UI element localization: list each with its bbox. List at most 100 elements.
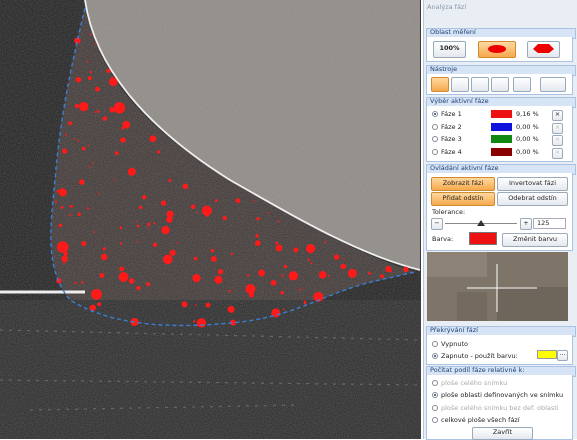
particle [69, 204, 73, 208]
particle [275, 241, 279, 245]
particle [92, 162, 95, 164]
overlay-radio[interactable] [432, 353, 438, 359]
particle [68, 121, 73, 126]
particle [74, 37, 81, 44]
particle [283, 264, 288, 269]
particle [303, 300, 306, 303]
relative-radio[interactable] [432, 416, 438, 423]
plus-button[interactable]: + [520, 218, 532, 230]
remove-phase[interactable]: × [552, 110, 563, 121]
particle [153, 222, 156, 225]
tolerance-label: Tolerance: [432, 208, 466, 216]
remove-phase[interactable]: × [552, 122, 563, 134]
phase-color [469, 232, 497, 245]
particle [192, 274, 201, 283]
particle [89, 304, 96, 312]
particle [368, 272, 371, 275]
phase-percent: 0,00 % [516, 135, 539, 143]
particle [347, 268, 357, 278]
show-button[interactable]: Zobrazit fázi [431, 177, 495, 191]
tool-button[interactable] [491, 77, 509, 92]
particle [327, 274, 330, 278]
particle [162, 254, 173, 265]
slider-thumb[interactable] [477, 220, 485, 226]
particle [210, 256, 217, 262]
relative-radio[interactable] [432, 392, 438, 399]
particle [324, 241, 327, 244]
particle [303, 301, 307, 305]
particle [142, 194, 147, 200]
phase-swatch [491, 110, 512, 118]
area-tool[interactable] [478, 41, 516, 58]
change-color-button[interactable]: Změnit barvu [502, 233, 568, 247]
particle [102, 116, 108, 121]
particle [87, 144, 90, 147]
relative-radio [432, 404, 438, 411]
particle [128, 278, 135, 284]
particle [136, 220, 139, 223]
particle [114, 151, 119, 155]
tool-button[interactable] [471, 77, 489, 92]
particle [147, 227, 149, 229]
particle [230, 319, 237, 326]
particle [161, 226, 170, 235]
close-button[interactable]: Zavřít [472, 427, 533, 440]
particle [136, 224, 140, 228]
particle [380, 274, 385, 279]
remove-phase[interactable]: × [552, 135, 563, 146]
particle [61, 148, 68, 154]
particle [281, 274, 284, 277]
overlay-radio[interactable] [432, 341, 438, 347]
area-tool[interactable] [527, 41, 560, 58]
tool-button[interactable] [540, 77, 566, 92]
particle [64, 133, 67, 136]
particle [307, 246, 310, 249]
tool-button[interactable] [451, 77, 469, 92]
particle [88, 165, 91, 168]
particle [258, 269, 266, 277]
particle [75, 76, 82, 83]
phase-radio[interactable] [432, 123, 438, 130]
particle [196, 318, 207, 328]
particle [307, 258, 310, 261]
particle [190, 204, 196, 209]
particle [61, 255, 68, 263]
particle [193, 256, 198, 261]
particle [54, 200, 58, 203]
particle [136, 285, 141, 291]
particle [127, 167, 136, 176]
particle [68, 213, 72, 216]
particle [245, 284, 256, 295]
particle [58, 188, 67, 197]
remove-phase[interactable]: × [552, 147, 563, 159]
tool-button[interactable] [513, 77, 531, 92]
overlay-color-button[interactable]: ... [557, 350, 568, 361]
phase-name: Fáze 4 [441, 147, 462, 156]
particle [77, 212, 82, 217]
phase-radio[interactable] [432, 111, 438, 117]
particle [227, 305, 235, 313]
phase-radio[interactable] [432, 136, 438, 142]
minus-button[interactable]: − [431, 218, 443, 230]
remove-shade-button[interactable]: Odebrat odstín [497, 192, 568, 206]
particle [214, 199, 218, 203]
particle [109, 77, 118, 87]
phase-name: Fáze 1 [441, 110, 462, 118]
particle [99, 273, 105, 278]
zoom-button[interactable]: 100% [433, 41, 466, 58]
particle [72, 205, 75, 208]
particle [201, 205, 213, 216]
add-shade-button[interactable]: Přidat odstín [431, 192, 495, 206]
relative-option: ploše celého snímku [441, 379, 508, 387]
phase-radio[interactable] [432, 148, 438, 155]
invert-button[interactable]: Invertovat fázi [497, 177, 568, 191]
particle [310, 262, 313, 265]
particle [74, 103, 80, 109]
tool-button[interactable] [431, 77, 449, 92]
particle [79, 101, 89, 112]
particle [87, 76, 92, 81]
tolerance-spinner[interactable] [533, 218, 566, 229]
particle [58, 223, 63, 228]
particle [318, 271, 327, 279]
